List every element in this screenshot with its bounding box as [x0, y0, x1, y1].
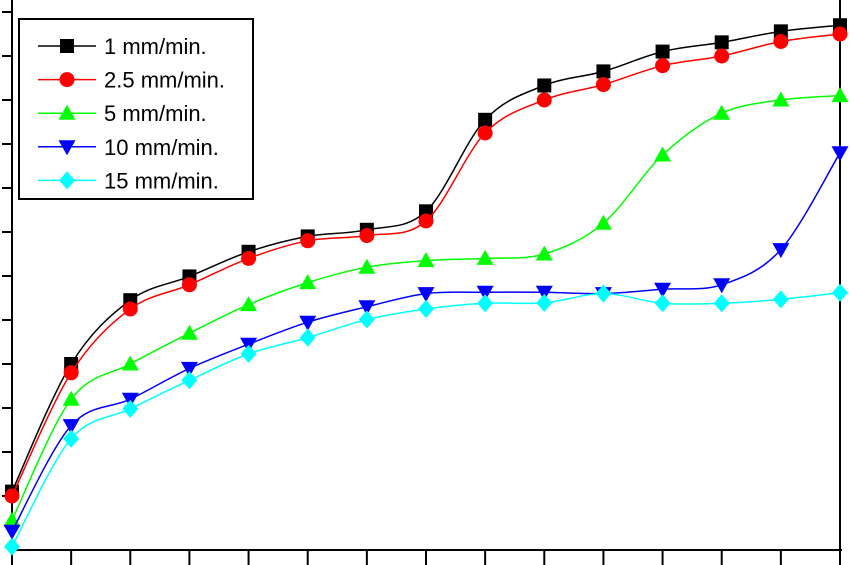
data-point: [3, 524, 21, 540]
data-point: [240, 344, 257, 363]
data-point: [594, 214, 612, 230]
data-point: [62, 390, 80, 406]
series-line: [11, 291, 841, 547]
legend-label: 5 mm/min.: [104, 101, 207, 126]
data-point: [772, 243, 790, 259]
data-point: [359, 228, 375, 244]
legend-label: 2.5 mm/min.: [104, 68, 225, 93]
data-point: [714, 48, 730, 64]
data-point: [358, 310, 375, 329]
data-point: [476, 285, 494, 301]
data-point: [832, 283, 848, 302]
data-point: [477, 294, 494, 313]
data-point: [713, 104, 731, 120]
legend-label: 1 mm/min.: [104, 34, 207, 59]
data-point: [654, 282, 672, 298]
data-point: [299, 315, 317, 331]
data-point: [417, 287, 435, 303]
data-point: [300, 233, 316, 249]
data-point: [596, 64, 611, 79]
data-point: [63, 429, 80, 448]
series-1: [4, 26, 848, 504]
data-point: [241, 250, 257, 266]
data-point: [654, 294, 671, 313]
data-point: [358, 258, 376, 274]
data-point: [299, 328, 316, 347]
data-point: [4, 488, 20, 504]
series-4: [4, 283, 848, 556]
series-2: [3, 87, 849, 527]
data-point: [831, 146, 849, 162]
legend-label: 10 mm/min.: [104, 135, 219, 160]
data-point: [537, 78, 552, 93]
data-point: [418, 213, 434, 229]
data-point: [478, 112, 493, 127]
data-point: [4, 537, 20, 556]
data-point: [418, 300, 434, 318]
data-point: [772, 91, 790, 107]
legend-marker: [58, 140, 76, 156]
data-point: [535, 285, 553, 301]
data-point: [358, 300, 376, 316]
data-point: [713, 294, 730, 313]
data-point: [714, 35, 729, 50]
data-point: [772, 290, 789, 309]
data-point: [655, 58, 671, 74]
data-point: [62, 419, 80, 435]
legend-marker: [60, 39, 74, 53]
data-point: [121, 355, 139, 371]
data-point: [180, 361, 198, 377]
data-point: [831, 87, 849, 103]
data-point: [240, 296, 258, 312]
data-point: [713, 278, 731, 294]
legend-marker: [58, 104, 76, 120]
series-layer: [3, 18, 849, 556]
data-point: [180, 324, 198, 340]
data-point: [63, 365, 79, 381]
data-point: [536, 293, 553, 312]
data-point: [477, 125, 493, 141]
data-point: [535, 245, 553, 261]
data-point: [773, 33, 789, 49]
data-point: [299, 274, 317, 290]
data-point: [654, 146, 672, 162]
data-point: [595, 77, 611, 93]
legend-box: [18, 18, 254, 200]
data-point: [655, 44, 670, 59]
data-point: [476, 249, 494, 265]
data-point: [181, 277, 197, 293]
data-point: [832, 26, 848, 42]
data-point: [595, 284, 612, 303]
data-point: [122, 301, 138, 317]
data-point: [122, 399, 139, 418]
data-point: [181, 371, 198, 390]
legend-marker: [59, 171, 75, 190]
data-point: [417, 252, 435, 268]
legend: 1 mm/min. 2.5 mm/min. 5 mm/min. 10 mm/min. 1…: [18, 18, 254, 200]
legend-marker: [59, 72, 75, 88]
legend-label: 15 mm/min.: [104, 168, 219, 193]
data-point: [536, 92, 552, 108]
